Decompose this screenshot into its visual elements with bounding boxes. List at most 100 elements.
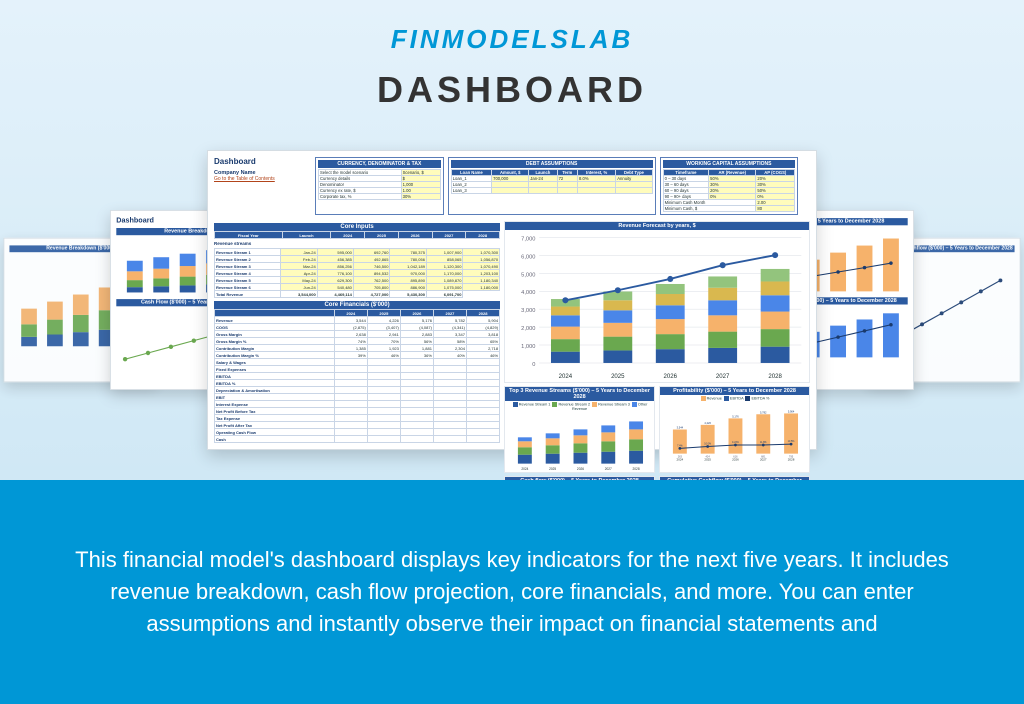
table-cell	[334, 429, 367, 436]
table-cell[interactable]	[578, 188, 616, 194]
table-cell	[400, 373, 433, 380]
table-cell[interactable]: 1,089,870	[426, 277, 463, 284]
table-cell	[334, 359, 367, 366]
config-value[interactable]: 30%	[401, 194, 440, 200]
table-cell	[334, 394, 367, 401]
table-cell	[466, 359, 499, 366]
table-cell[interactable]: 1,070,300	[463, 249, 500, 256]
row-label: Revenue Stream 4	[215, 270, 281, 277]
table-cell: 46%	[466, 352, 499, 359]
table-cell	[400, 387, 433, 394]
table-header: 2028	[466, 232, 500, 239]
table-cell[interactable]: 692,760	[353, 249, 390, 256]
toc-link[interactable]: Go to the Table of Contents	[214, 176, 309, 182]
hero-section: FINMODELSLAB DASHBOARD Revenue Breakdown…	[0, 0, 1024, 480]
svg-text:11.9%: 11.9%	[732, 441, 739, 444]
wc-config-box: WORKING CAPITAL ASSUMPTIONS TimeframeAR …	[660, 157, 799, 215]
table-cell	[400, 429, 433, 436]
table-cell[interactable]: 1,070,490	[463, 263, 500, 270]
table-cell[interactable]: 858,065	[426, 256, 463, 263]
table-cell: 5,782	[433, 317, 466, 324]
table-cell	[367, 415, 400, 422]
table-header	[215, 310, 335, 317]
table-cell[interactable]: Apr-24	[281, 270, 318, 277]
table-cell[interactable]: 1,203,100	[463, 270, 500, 277]
table-cell[interactable]: 456,385	[317, 256, 353, 263]
row-label: Salary & Wages	[215, 359, 335, 366]
config-value[interactable]: 80	[756, 206, 795, 212]
config-label: Minimum Cash, $	[663, 206, 756, 212]
table-cell: 1,385	[334, 345, 367, 352]
table-cell: 3,347	[433, 331, 466, 338]
table-cell: 65%	[466, 338, 499, 345]
row-label: Contribution Margin	[215, 345, 335, 352]
table-cell[interactable]: 1,007,900	[426, 249, 463, 256]
table-cell	[466, 394, 499, 401]
table-cell[interactable]: 1,180,340	[463, 277, 500, 284]
table-header: Launch	[282, 232, 331, 239]
table-cell[interactable]: Mar-24	[281, 263, 318, 270]
table-cell[interactable]: Feb-24	[281, 256, 318, 263]
table-cell[interactable]: 886,900	[390, 284, 427, 291]
table-cell[interactable]: 894,532	[353, 270, 390, 277]
table-cell	[400, 380, 433, 387]
table-cell	[334, 422, 367, 429]
total-cell: 5,430,300	[390, 291, 427, 298]
svg-text:2024: 2024	[521, 467, 528, 471]
svg-text:5,782: 5,782	[760, 410, 767, 414]
svg-text:2024: 2024	[559, 374, 573, 380]
table-cell: (4,829)	[466, 324, 499, 331]
table-cell: Loan_3	[451, 188, 491, 194]
table-cell[interactable]: 1,056,870	[463, 256, 500, 263]
table-cell	[334, 408, 367, 415]
table-cell: 70%	[367, 338, 400, 345]
table-cell[interactable]: 895,890	[390, 277, 427, 284]
svg-text:7,000: 7,000	[521, 236, 535, 242]
table-cell[interactable]	[492, 188, 529, 194]
row-label: Depreciation & Amortisation	[215, 387, 335, 394]
table-cell[interactable]: 970,000	[390, 270, 427, 277]
table-cell	[400, 359, 433, 366]
table-cell: 56%	[400, 338, 433, 345]
table-cell[interactable]: Jan-24	[281, 249, 318, 256]
table-cell[interactable]: 780,056	[390, 256, 427, 263]
table-header: 2028	[466, 310, 499, 317]
table-cell[interactable]: 762,500	[353, 277, 390, 284]
svg-text:2025: 2025	[549, 467, 556, 471]
table-cell[interactable]	[616, 188, 652, 194]
table-cell[interactable]: 1,075,000	[426, 284, 463, 291]
table-cell[interactable]	[529, 188, 557, 194]
table-cell[interactable]: 776,100	[317, 270, 353, 277]
svg-text:1,000: 1,000	[521, 344, 535, 350]
table-cell[interactable]: 705,800	[353, 284, 390, 291]
table-cell[interactable]: 780,375	[390, 249, 427, 256]
table-cell: 5,176	[400, 317, 433, 324]
table-cell[interactable]: May-24	[281, 277, 318, 284]
table-cell[interactable]: 1,170,000	[426, 270, 463, 277]
table-cell[interactable]: 856,256	[317, 263, 353, 270]
table-cell[interactable]: 1,042,189	[390, 263, 427, 270]
table-cell	[433, 422, 466, 429]
row-label: Interest Expense	[215, 401, 335, 408]
table-cell	[433, 387, 466, 394]
cashflow-chart: Cash flow ($'000) – 5 Years to December …	[504, 476, 655, 480]
chart-title: Profitability ($'000) – 5 Years to Decem…	[660, 387, 809, 395]
table-cell	[334, 366, 367, 373]
svg-text:3,544: 3,544	[677, 425, 684, 429]
page-title: DASHBOARD	[377, 69, 647, 111]
top3-chart: Top 3 Revenue Streams ($'000) – 5 Years …	[504, 386, 655, 473]
chart-title: Cash flow ($'000) – 5 Years to December …	[505, 477, 654, 480]
table-cell[interactable]	[557, 188, 577, 194]
table-cell	[367, 366, 400, 373]
table-cell[interactable]: 492,865	[353, 256, 390, 263]
table-cell[interactable]: Jun-24	[281, 284, 318, 291]
table-cell: 1,881	[400, 345, 433, 352]
table-cell[interactable]: 746,500	[353, 263, 390, 270]
table-cell[interactable]: 1,180,000	[463, 284, 500, 291]
table-cell: (4,341)	[433, 324, 466, 331]
table-cell[interactable]: 629,300	[317, 277, 353, 284]
table-cell[interactable]: 1,120,300	[426, 263, 463, 270]
table-cell[interactable]: 540,480	[317, 284, 353, 291]
config-label: Corporate tax, %	[319, 194, 402, 200]
table-cell[interactable]: 595,000	[317, 249, 353, 256]
